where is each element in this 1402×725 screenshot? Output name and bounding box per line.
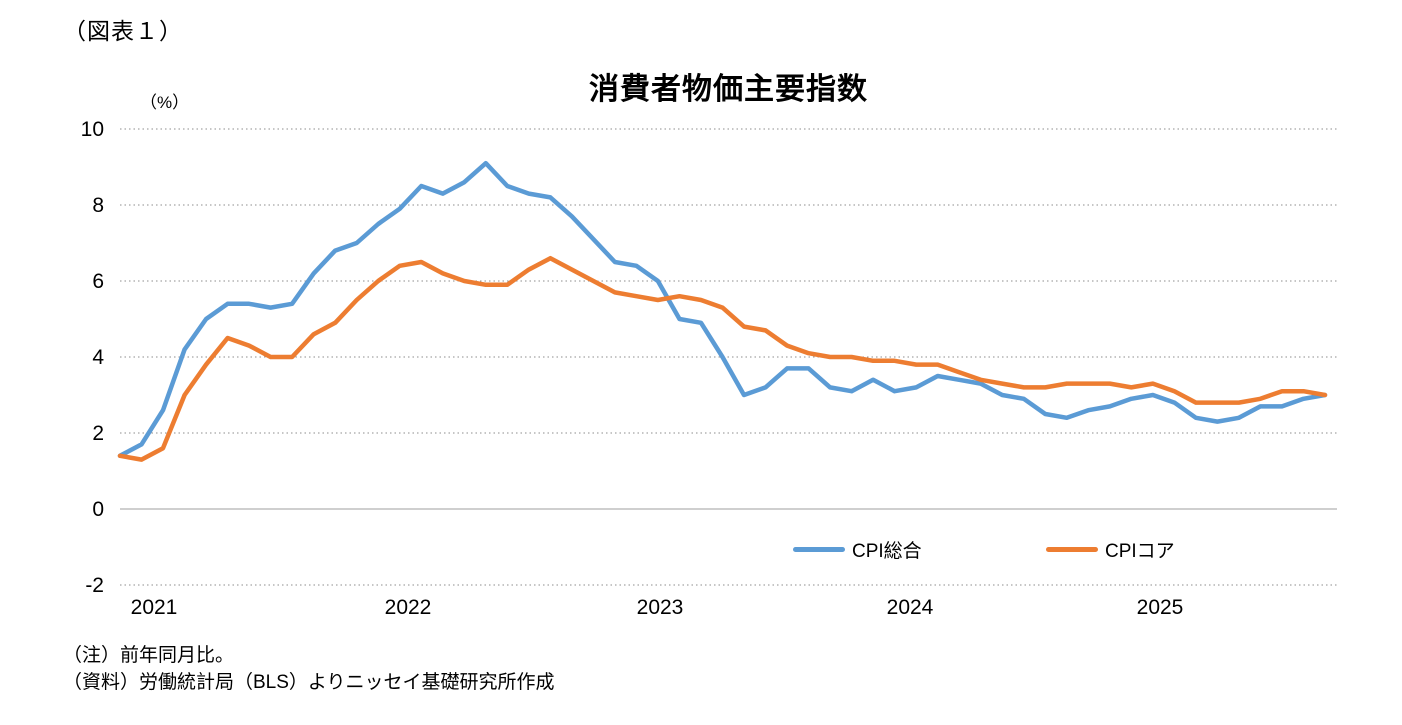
legend-label-cpi-core: CPIコア bbox=[1105, 541, 1175, 562]
x-tick-label-2022: 2022 bbox=[385, 596, 432, 619]
x-tick-label-2021: 2021 bbox=[131, 596, 178, 619]
y-tick-label-2: 2 bbox=[92, 422, 104, 445]
note-source-line-2: （資料）労働統計局（BLS）よりニッセイ基礎研究所作成 bbox=[63, 672, 555, 693]
y-tick-label--2: -2 bbox=[85, 574, 104, 597]
y-tick-label-6: 6 bbox=[92, 270, 104, 293]
legend-item-cpi-total: CPI総合 bbox=[793, 536, 922, 563]
y-tick-label-10: 10 bbox=[81, 118, 104, 141]
chart-title: 消費者物価主要指数 bbox=[589, 73, 868, 106]
x-tick-label-2023: 2023 bbox=[637, 596, 684, 619]
legend-item-cpi-core: CPIコア bbox=[1046, 536, 1175, 563]
y-axis-unit-label: （%） bbox=[140, 93, 190, 112]
x-tick-label-2025: 2025 bbox=[1137, 596, 1184, 619]
figure-caption: （図表１） bbox=[63, 19, 183, 44]
y-tick-label-0: 0 bbox=[92, 498, 104, 521]
note-source-line-1: （注）前年同月比。 bbox=[63, 645, 235, 666]
series-line-cpi-core bbox=[117, 255, 1328, 462]
y-tick-label-4: 4 bbox=[92, 346, 104, 369]
legend-swatch-cpi-core-icon bbox=[1046, 547, 1098, 552]
legend-swatch-cpi-total-icon bbox=[793, 547, 845, 552]
x-tick-label-2024: 2024 bbox=[887, 596, 934, 619]
y-tick-label-8: 8 bbox=[92, 194, 104, 217]
legend-label-cpi-total: CPI総合 bbox=[852, 541, 922, 562]
series-line-cpi-total bbox=[117, 160, 1328, 459]
